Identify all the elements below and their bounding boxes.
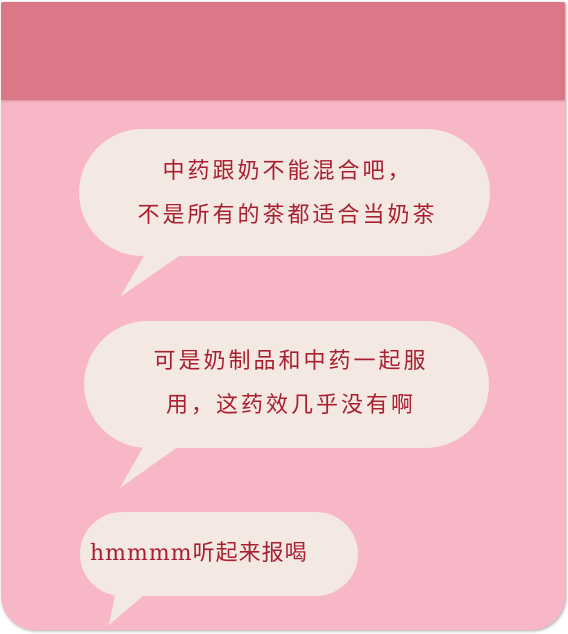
message-2-line-2: 用，这药效几乎没有啊 — [165, 393, 416, 418]
message-2-line-1: 可是奶制品和中药一起服 — [153, 349, 429, 374]
message-1-line-1: 中药跟奶不能混合吧， — [162, 159, 413, 184]
speech-bubble-1 — [79, 129, 490, 297]
speech-bubble-2 — [84, 321, 489, 488]
message-1: 中药跟奶不能混合吧， 不是所有的茶都适合当奶茶 — [90, 150, 485, 238]
message-3-line-1: hmmmm听起来报喝 — [90, 541, 308, 566]
speech-bubble-3 — [80, 512, 358, 625]
message-2: 可是奶制品和中药一起服 用，这药效几乎没有啊 — [96, 340, 486, 428]
message-1-line-2: 不是所有的茶都适合当奶茶 — [137, 203, 438, 228]
message-3: hmmmm听起来报喝 — [90, 532, 352, 576]
header-bar — [1, 2, 565, 100]
